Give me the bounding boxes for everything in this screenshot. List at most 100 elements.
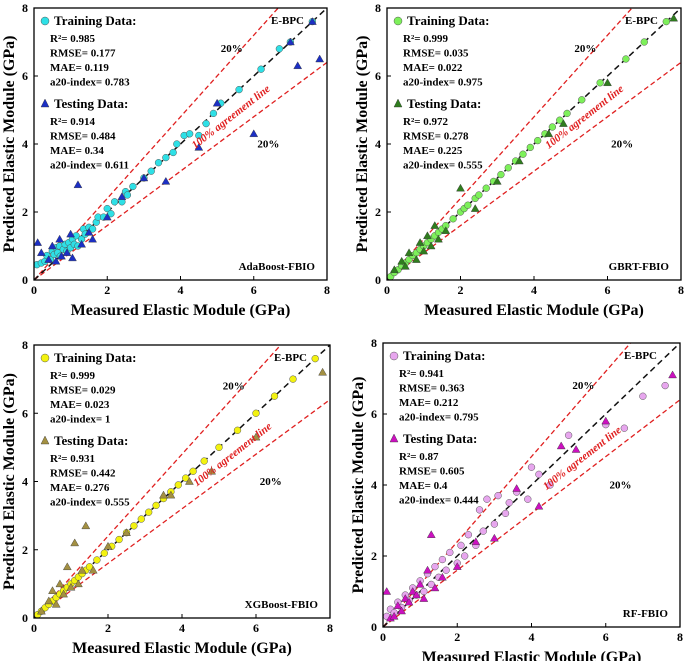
y-tick-label: 8: [22, 338, 28, 352]
x-tick-label: 2: [105, 621, 111, 635]
x-tick-label: 0: [31, 621, 37, 635]
train-stat: MAE= 0.022: [403, 62, 463, 74]
train-point: [501, 509, 510, 518]
y-axis-title: Predicted Elastic Module (GPa): [350, 377, 367, 594]
test-legend-title: Testing Data:: [407, 96, 481, 111]
lower-20pct-line: [387, 61, 681, 280]
train-stat: MAE= 0.023: [50, 399, 110, 411]
data-points: [34, 17, 325, 269]
test-stat: a20-index= 0.611: [50, 160, 129, 172]
train-point: [490, 520, 499, 528]
train-point: [200, 457, 208, 465]
test-point: [419, 594, 429, 602]
y-tick-label: 2: [22, 205, 28, 219]
train-point: [152, 501, 160, 510]
train-point: [457, 541, 465, 549]
test-point: [470, 204, 480, 212]
test-point: [438, 572, 447, 581]
test-point: [668, 370, 677, 379]
test-point: [383, 587, 392, 595]
agreement-line: [387, 8, 681, 280]
x-tick-label: 0: [380, 630, 386, 644]
test-point: [397, 606, 406, 615]
test-point: [88, 565, 98, 574]
train-point: [195, 131, 203, 140]
test-point: [84, 227, 94, 236]
test-point: [55, 579, 65, 588]
x-tick-label: 2: [104, 283, 110, 297]
test-point: [559, 119, 568, 127]
y-tick-label: 0: [371, 620, 377, 634]
train-stat: a20-index= 1: [50, 414, 110, 426]
test-point: [185, 477, 194, 485]
test-point: [456, 183, 465, 192]
train-point: [620, 424, 628, 432]
y-tick-label: 4: [22, 137, 28, 151]
train-point: [233, 426, 242, 434]
test-point: [139, 173, 149, 182]
test-point: [194, 142, 204, 151]
test-point: [404, 248, 414, 257]
test-point: [401, 261, 410, 270]
test-point: [534, 501, 544, 510]
test-legend-title: Testing Data:: [403, 431, 477, 446]
x-tick-label: 6: [605, 283, 611, 297]
train-legend-title: Training Data:: [403, 348, 485, 363]
train-stat: R²= 0.941: [399, 368, 444, 380]
test-point: [452, 562, 462, 570]
train-point: [475, 506, 484, 514]
test-point: [315, 54, 325, 63]
train-point: [461, 552, 469, 560]
agreement-line: [34, 8, 327, 280]
train-point: [497, 170, 505, 179]
x-tick-label: 8: [677, 630, 683, 644]
test-point: [47, 241, 57, 250]
train-point: [442, 566, 450, 574]
test-point: [408, 587, 418, 595]
train-point: [519, 150, 527, 158]
test-stat: RMSE= 0.442: [50, 468, 116, 480]
test-point: [490, 533, 499, 542]
test-stat: a20-index= 0.555: [50, 497, 130, 509]
test-point: [412, 590, 421, 599]
y-tick-label: 6: [375, 69, 381, 83]
test-point: [471, 537, 481, 545]
agreement-line: [383, 343, 680, 627]
train-point: [154, 159, 163, 167]
test-point: [66, 582, 76, 591]
train-point: [505, 499, 513, 507]
train-legend-marker: [393, 16, 403, 26]
test-point: [70, 538, 80, 547]
test-point: [415, 579, 425, 588]
y-tick-label: 2: [22, 543, 28, 557]
test-point: [251, 432, 261, 441]
data-points: [383, 370, 677, 622]
x-tick-label: 8: [324, 283, 330, 297]
test-stat: MAE= 0.276: [50, 482, 110, 494]
test-point: [36, 248, 46, 257]
test-point: [88, 234, 97, 243]
test-legend-title: Testing Data:: [54, 433, 128, 448]
train-point: [546, 481, 554, 489]
test-point: [426, 530, 436, 538]
train-point: [563, 109, 571, 118]
train-point: [420, 587, 428, 596]
test-point: [249, 129, 259, 138]
train-point: [475, 191, 483, 199]
train-point: [174, 481, 182, 489]
train-point: [129, 182, 137, 191]
chart-panel-3: 00 2 2 4 4 6 6 8 8 Measured Elastic Module (GPa) P…: [1, 338, 333, 657]
test-stat: RMSE= 0.278: [403, 131, 469, 143]
train-point: [661, 381, 669, 390]
test-point: [669, 13, 678, 22]
x-tick-label: 4: [529, 630, 535, 644]
test-point: [62, 562, 72, 571]
model-label: AdaBoost-FBIO: [239, 261, 316, 273]
band-upper-label: 20%: [574, 43, 596, 55]
train-stat: RMSE= 0.363: [399, 383, 465, 395]
test-point: [390, 265, 399, 273]
y-tick-label: 0: [22, 611, 28, 625]
test-point: [81, 521, 91, 530]
train-point: [145, 508, 153, 516]
model-label: GBRT-FBIO: [609, 261, 670, 273]
